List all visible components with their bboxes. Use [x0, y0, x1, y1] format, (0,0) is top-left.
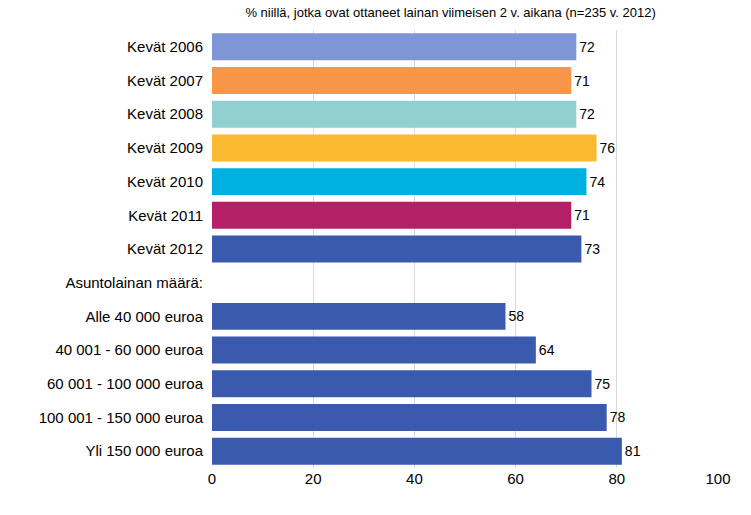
- svg-text:72: 72: [579, 106, 595, 122]
- svg-text:Kevät 2011: Kevät 2011: [128, 207, 203, 224]
- svg-text:73: 73: [584, 241, 600, 257]
- svg-text:Asuntolainan määrä:: Asuntolainan määrä:: [65, 274, 203, 291]
- svg-text:71: 71: [574, 207, 590, 223]
- svg-text:Kevät 2007: Kevät 2007: [127, 72, 203, 89]
- svg-text:71: 71: [574, 73, 590, 89]
- svg-text:40: 40: [406, 470, 423, 487]
- svg-text:78: 78: [610, 409, 626, 425]
- svg-text:64: 64: [539, 342, 555, 358]
- svg-text:Kevät 2012: Kevät 2012: [127, 240, 203, 257]
- svg-text:58: 58: [508, 308, 524, 324]
- svg-text:40 001 - 60 000 euroa: 40 001 - 60 000 euroa: [55, 341, 203, 358]
- svg-text:76: 76: [600, 140, 616, 156]
- svg-text:% niillä, jotka ovat ottaneet: % niillä, jotka ovat ottaneet lainan vii…: [245, 5, 655, 20]
- svg-text:20: 20: [305, 470, 322, 487]
- svg-text:Kevät 2009: Kevät 2009: [127, 139, 203, 156]
- svg-text:81: 81: [625, 443, 641, 459]
- svg-text:74: 74: [589, 174, 605, 190]
- svg-text:60: 60: [507, 470, 524, 487]
- svg-text:Yli 150 000 euroa: Yli 150 000 euroa: [85, 442, 203, 459]
- svg-text:100: 100: [705, 470, 730, 487]
- svg-text:Kevät 2010: Kevät 2010: [127, 173, 203, 190]
- svg-text:Kevät 2006: Kevät 2006: [127, 38, 203, 55]
- svg-text:100 001 - 150 000 euroa: 100 001 - 150 000 euroa: [39, 409, 204, 426]
- svg-text:Kevät 2008: Kevät 2008: [127, 105, 203, 122]
- svg-text:Alle 40 000 euroa: Alle 40 000 euroa: [85, 308, 203, 325]
- svg-text:0: 0: [208, 470, 216, 487]
- svg-text:75: 75: [595, 376, 611, 392]
- svg-text:60 001 - 100 000 euroa: 60 001 - 100 000 euroa: [47, 375, 204, 392]
- svg-text:72: 72: [579, 39, 595, 55]
- svg-text:80: 80: [608, 470, 625, 487]
